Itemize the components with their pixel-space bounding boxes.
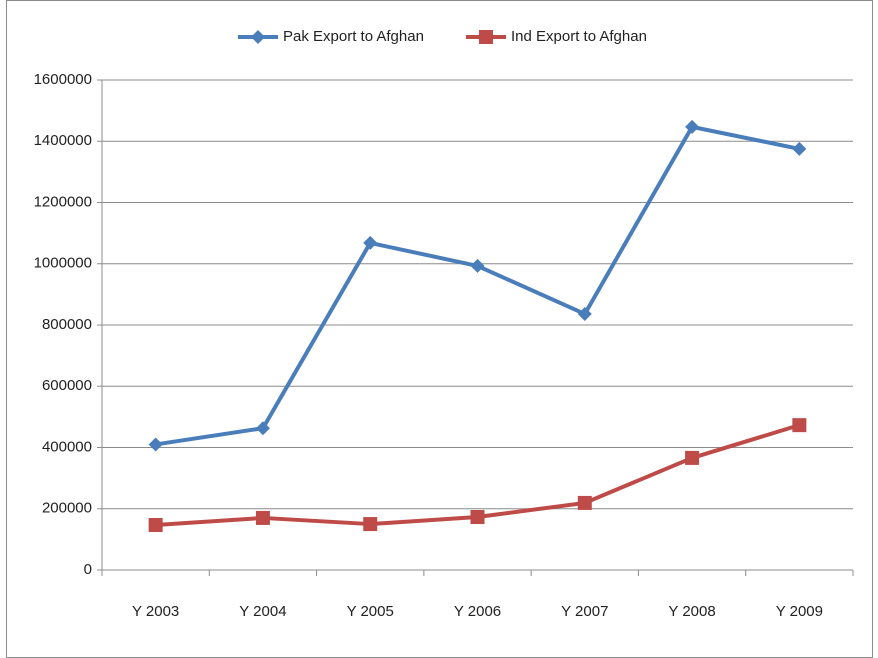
chart-frame (6, 0, 873, 658)
x-tick-label: Y 2003 (132, 603, 179, 620)
x-tick-label: Y 2005 (347, 603, 394, 620)
x-tick-label: Y 2006 (454, 603, 501, 620)
y-tick-label: 0 (84, 561, 92, 578)
legend-label: Pak Export to Afghan (283, 28, 424, 45)
y-tick-label: 1400000 (34, 132, 92, 149)
x-tick-label: Y 2004 (239, 603, 286, 620)
x-tick-label: Y 2008 (668, 603, 715, 620)
x-tick-label: Y 2009 (776, 603, 823, 620)
data-point (577, 306, 592, 321)
data-point (363, 235, 378, 250)
data-point (685, 450, 700, 465)
legend-marker (479, 30, 493, 44)
data-point (255, 421, 270, 436)
legend-marker (251, 30, 265, 44)
data-point (577, 495, 592, 510)
data-point (792, 141, 807, 156)
data-point (255, 510, 270, 525)
data-point (363, 517, 378, 532)
data-point (148, 517, 163, 532)
y-tick-label: 1600000 (34, 71, 92, 88)
data-point (470, 258, 485, 273)
x-tick-label: Y 2007 (561, 603, 608, 620)
data-point (792, 418, 807, 433)
data-point (685, 119, 700, 134)
y-tick-label: 1200000 (34, 193, 92, 210)
y-tick-label: 400000 (42, 438, 92, 455)
data-point (148, 437, 163, 452)
y-tick-label: 1000000 (34, 255, 92, 272)
legend-label: Ind Export to Afghan (511, 28, 647, 45)
y-tick-label: 800000 (42, 316, 92, 333)
y-tick-label: 200000 (42, 500, 92, 517)
data-point (470, 510, 485, 525)
y-tick-label: 600000 (42, 377, 92, 394)
